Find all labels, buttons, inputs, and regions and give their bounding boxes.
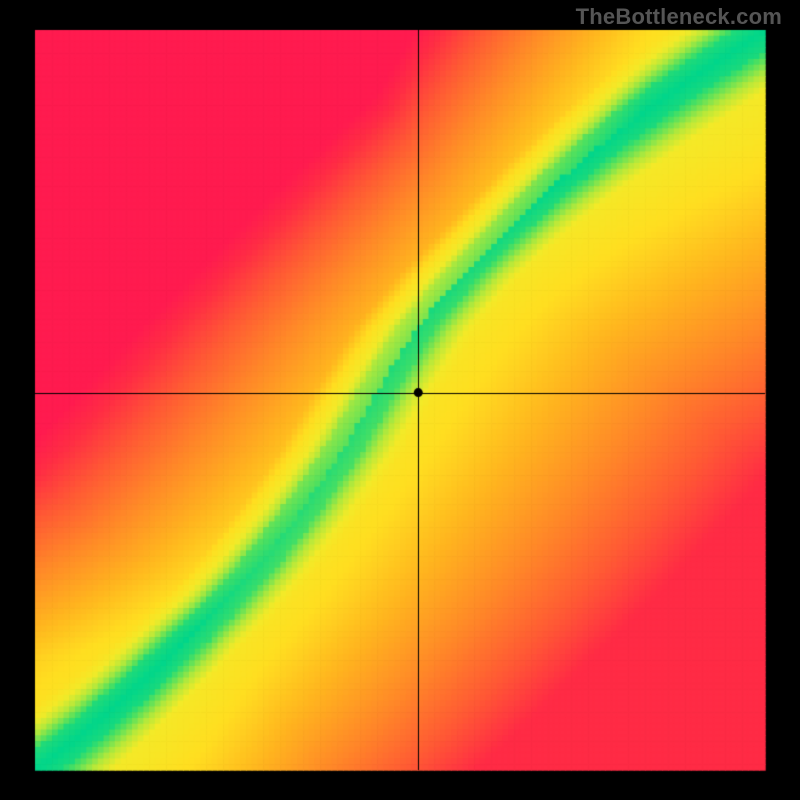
watermark-text: TheBottleneck.com xyxy=(576,4,782,30)
chart-container: TheBottleneck.com xyxy=(0,0,800,800)
bottleneck-heatmap xyxy=(0,0,800,800)
